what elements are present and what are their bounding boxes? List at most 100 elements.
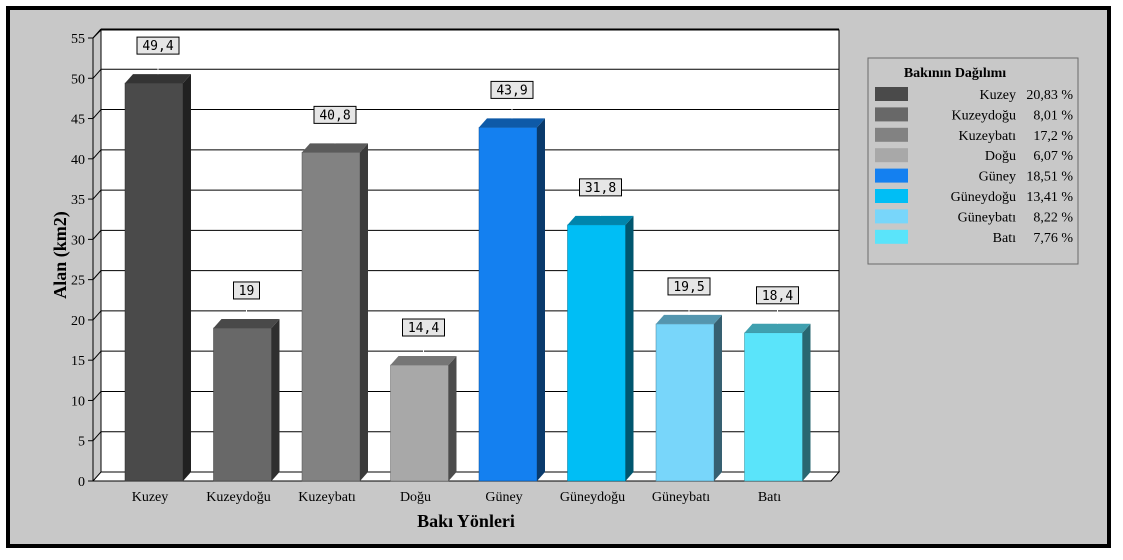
y-axis-title: Alan (km2) — [50, 211, 71, 299]
bar-top — [213, 318, 280, 328]
bar — [124, 74, 191, 482]
x-tick-label: Batı — [758, 490, 781, 505]
bar — [655, 314, 722, 482]
gridline-depth — [92, 109, 102, 119]
gridline-depth — [92, 189, 102, 200]
legend-item: Güneydoğu 13,41 % — [875, 189, 1073, 205]
y-axis-ticks: 0 5 10 15 20 25 30 35 40 45 50 55 — [71, 32, 93, 490]
data-label: 43,9 — [496, 83, 527, 98]
data-label: 18,4 — [762, 289, 793, 304]
y-tick-label: 30 — [71, 233, 85, 248]
bar-front — [655, 323, 715, 482]
legend-swatch — [875, 127, 908, 142]
bar — [390, 356, 457, 482]
legend-percent: 20,83 % — [1026, 88, 1073, 103]
legend-percent: 6,07 % — [1033, 149, 1073, 164]
legend-label: Kuzeydoğu — [951, 108, 1016, 123]
bar-top — [390, 356, 457, 366]
legend-label: Kuzey — [979, 88, 1016, 103]
x-tick-label: Kuzeybatı — [298, 490, 356, 505]
bar-top — [656, 314, 722, 324]
bar-top — [125, 74, 191, 84]
gridline-depth — [92, 391, 102, 401]
bar — [567, 215, 634, 482]
gridline-depth — [92, 149, 102, 160]
legend-swatch — [875, 209, 908, 224]
bar — [478, 118, 545, 482]
data-labels: 49,4 19 40,8 14,4 43,9 31,8 19,5 18,4 — [136, 36, 799, 357]
bar-front — [744, 332, 803, 482]
legend-percent: 17,2 % — [1033, 129, 1073, 144]
legend-label: Kuzeybatı — [958, 129, 1016, 144]
data-label-box — [490, 80, 534, 99]
bar-top — [567, 215, 634, 225]
bar-front — [390, 364, 449, 482]
legend-item: Batı 7,76 % — [875, 229, 1073, 246]
data-label-box — [313, 105, 357, 124]
y-tick-label: 25 — [71, 274, 85, 289]
data-label-box — [233, 281, 260, 300]
data-label-box — [579, 178, 622, 197]
gridline-depth — [92, 28, 102, 39]
legend-label: Güneybatı — [958, 210, 1016, 225]
bar-side — [537, 118, 545, 481]
legend-item: Kuzeybatı 17,2 % — [875, 127, 1073, 144]
legend-label: Güneydoğu — [951, 190, 1016, 205]
legend-percent: 8,01 % — [1033, 108, 1073, 123]
legend-label: Güney — [979, 170, 1016, 185]
x-tick-label: Kuzey — [132, 490, 169, 505]
y-tick-label: 5 — [78, 435, 85, 450]
legend-item: Güney 18,51 % — [875, 168, 1073, 185]
y-tick-label: 50 — [71, 72, 85, 87]
legend-item: Kuzey 20,83 % — [875, 87, 1073, 103]
y-tick-label: 15 — [71, 354, 85, 369]
x-tick-label: Güneybatı — [652, 490, 710, 505]
gridline-depth — [92, 310, 102, 321]
gridline-depth — [92, 230, 102, 240]
data-label: 40,8 — [319, 108, 350, 123]
bar-front — [124, 82, 184, 482]
bar-side — [625, 215, 634, 481]
x-tick-label: Doğu — [400, 490, 431, 505]
legend-swatch — [875, 87, 908, 101]
x-axis-title: Bakı Yönleri — [417, 511, 515, 531]
bar-front — [478, 127, 538, 482]
gridline-depth — [92, 68, 102, 79]
plot-floor — [91, 471, 841, 482]
gridline-depth — [92, 431, 102, 442]
x-axis-labels: Kuzey Kuzeydoğu Kuzeybatı Doğu Güney Güneydoğ… — [132, 490, 782, 505]
legend-swatch — [875, 189, 908, 203]
bar-top — [479, 118, 545, 128]
bar-side — [183, 74, 191, 481]
x-tick-label: Kuzeydoğu — [206, 490, 271, 505]
y-tick-label: 55 — [71, 32, 85, 47]
y-tick-label: 20 — [71, 314, 85, 329]
gridline-depth — [92, 270, 102, 280]
bar-side — [802, 323, 811, 481]
legend: Bakının Dağılımı Kuzey 20,83 % Kuzeydoğu 8,… — [867, 57, 1079, 265]
legend-item: Doğu 6,07 % — [875, 148, 1073, 164]
y-tick-label: 10 — [71, 394, 85, 409]
bar-front — [213, 327, 272, 482]
bar-side — [360, 143, 368, 481]
legend-percent: 13,41 % — [1026, 190, 1073, 205]
bar-side — [448, 356, 457, 481]
bar — [213, 318, 280, 482]
y-tick-label: 0 — [78, 475, 85, 490]
legend-percent: 7,76 % — [1033, 231, 1073, 246]
legend-swatch — [875, 148, 908, 163]
bar — [744, 323, 811, 482]
data-label: 19,5 — [673, 280, 704, 295]
legend-label: Doğu — [985, 149, 1016, 164]
legend-percent: 18,51 % — [1026, 170, 1073, 185]
gridline-depth — [92, 350, 102, 361]
data-label: 19 — [239, 284, 255, 299]
data-label: 14,4 — [408, 321, 439, 336]
bar-side — [714, 314, 722, 481]
legend-items: Kuzey 20,83 % Kuzeydoğu 8,01 % Kuzeybatı 17,2… — [875, 87, 1073, 246]
bar-top — [302, 143, 368, 153]
bar-side — [271, 318, 280, 481]
y-tick-label: 35 — [71, 193, 85, 208]
data-label-box — [136, 36, 180, 55]
